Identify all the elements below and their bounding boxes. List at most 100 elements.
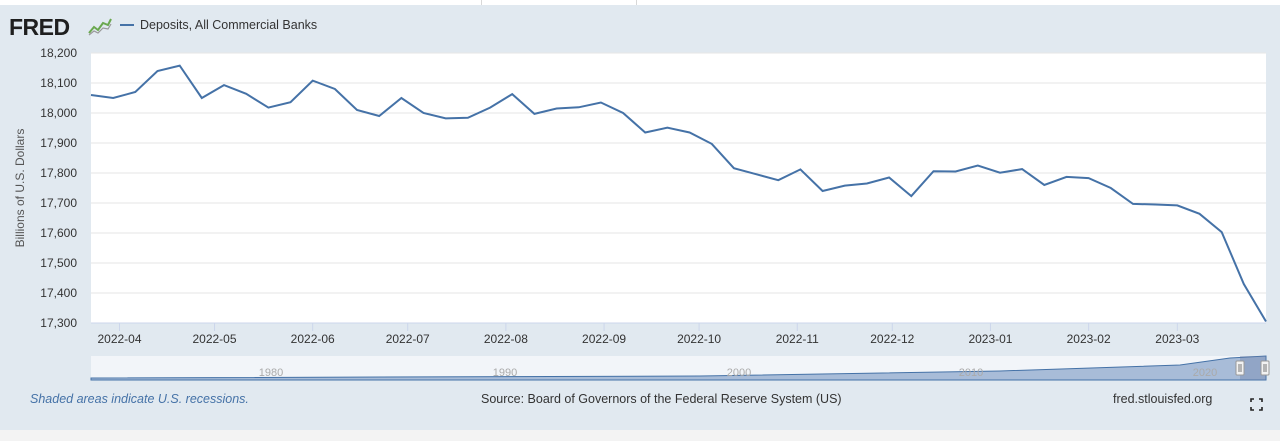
data-point bbox=[378, 115, 381, 118]
data-point bbox=[555, 107, 558, 110]
legend-swatch bbox=[120, 24, 134, 26]
y-tick-label: 17,900 bbox=[40, 136, 77, 150]
x-tick-label: 2022-08 bbox=[484, 332, 528, 346]
data-point bbox=[1265, 320, 1268, 323]
data-point bbox=[356, 109, 359, 112]
data-point bbox=[511, 93, 514, 96]
data-point bbox=[422, 112, 425, 115]
y-tick-label: 17,400 bbox=[40, 286, 77, 300]
series-line[interactable] bbox=[90, 64, 1267, 323]
y-tick-label: 17,300 bbox=[40, 316, 77, 330]
data-point bbox=[777, 179, 780, 182]
x-tick-label: 2022-11 bbox=[776, 332, 819, 346]
y-axis-ticks: 17,300 17,400 17,500 17,600 17,700 17,800 17,9… bbox=[40, 46, 77, 330]
data-point bbox=[1043, 184, 1046, 187]
footer-strip bbox=[0, 430, 1280, 441]
source-text: Source: Board of Governors of the Federa… bbox=[481, 392, 842, 406]
data-point bbox=[466, 116, 469, 119]
data-point bbox=[489, 106, 492, 109]
data-point bbox=[134, 91, 137, 94]
recession-note: Shaded areas indicate U.S. recessions. bbox=[30, 392, 249, 406]
data-point bbox=[1154, 203, 1157, 206]
data-point bbox=[245, 92, 248, 95]
data-point bbox=[644, 131, 647, 134]
data-point bbox=[1220, 231, 1223, 234]
data-point bbox=[954, 170, 957, 173]
data-point bbox=[400, 97, 403, 100]
data-point bbox=[223, 84, 226, 87]
data-point bbox=[333, 88, 336, 91]
data-point bbox=[666, 126, 669, 129]
data-point bbox=[622, 112, 625, 115]
x-tick-label: 2022-07 bbox=[386, 332, 430, 346]
y-tick-label: 17,800 bbox=[40, 166, 77, 180]
expand-icon[interactable] bbox=[1250, 398, 1263, 411]
data-point bbox=[976, 164, 979, 167]
data-point bbox=[289, 101, 292, 104]
data-point bbox=[1131, 202, 1134, 205]
top-divider bbox=[636, 0, 637, 5]
data-point bbox=[533, 112, 536, 115]
navigator-year-label: 2000 bbox=[727, 367, 751, 379]
y-tick-label: 17,700 bbox=[40, 196, 77, 210]
data-point bbox=[1242, 283, 1245, 286]
data-point bbox=[865, 182, 868, 185]
data-point bbox=[1087, 177, 1090, 180]
data-point bbox=[688, 131, 691, 134]
data-point bbox=[1109, 187, 1112, 190]
top-divider bbox=[481, 0, 482, 5]
data-point bbox=[821, 190, 824, 193]
y-axis-title: Billions of U.S. Dollars bbox=[13, 129, 27, 248]
data-point bbox=[799, 168, 802, 171]
data-point bbox=[888, 176, 891, 179]
data-point bbox=[755, 173, 758, 176]
navigator-year-label: 1980 bbox=[259, 367, 283, 379]
data-point bbox=[178, 64, 181, 67]
x-tick-label: 2022-10 bbox=[677, 332, 721, 346]
x-tick-label: 2023-01 bbox=[968, 332, 1012, 346]
top-strip bbox=[0, 0, 1280, 5]
grid-lines bbox=[91, 52, 1266, 324]
data-point bbox=[1198, 212, 1201, 215]
plot-area bbox=[91, 53, 1266, 323]
x-tick-label: 2022-06 bbox=[291, 332, 335, 346]
data-point bbox=[732, 167, 735, 170]
graph-icon bbox=[88, 18, 112, 36]
navigator-handle[interactable] bbox=[1260, 360, 1270, 376]
data-point bbox=[1065, 175, 1068, 178]
navigator-year-label: 2020 bbox=[1193, 367, 1217, 379]
data-point bbox=[200, 97, 203, 100]
x-axis: 2022-04 2022-05 2022-06 2022-07 2022-08 2022-… bbox=[91, 322, 1266, 346]
navigator-year-label: 1990 bbox=[493, 367, 517, 379]
data-point bbox=[843, 184, 846, 187]
data-point bbox=[910, 195, 913, 198]
chart-legend[interactable]: Deposits, All Commercial Banks bbox=[120, 18, 317, 32]
x-tick-label: 2022-09 bbox=[582, 332, 626, 346]
data-point bbox=[444, 117, 447, 120]
data-point bbox=[1176, 204, 1179, 207]
data-point bbox=[156, 70, 159, 73]
x-tick-label: 2023-03 bbox=[1155, 332, 1199, 346]
data-point bbox=[267, 106, 270, 109]
y-tick-label: 17,500 bbox=[40, 256, 77, 270]
data-point bbox=[311, 79, 314, 82]
navigator-year-label: 2010 bbox=[959, 367, 983, 379]
data-point bbox=[90, 94, 93, 97]
legend-label: Deposits, All Commercial Banks bbox=[140, 18, 318, 32]
data-point bbox=[710, 142, 713, 145]
y-tick-label: 18,000 bbox=[40, 106, 77, 120]
range-navigator[interactable]: 1980 1990 2000 2010 2020 bbox=[90, 355, 1270, 381]
navigator-handle[interactable] bbox=[1235, 360, 1245, 376]
site-link[interactable]: fred.stlouisfed.org bbox=[1113, 392, 1213, 406]
data-point bbox=[998, 171, 1001, 174]
y-tick-label: 18,200 bbox=[40, 46, 77, 60]
y-tick-label: 18,100 bbox=[40, 76, 77, 90]
x-tick-label: 2023-02 bbox=[1067, 332, 1111, 346]
x-tick-label: 2022-12 bbox=[870, 332, 914, 346]
x-tick-label: 2022-04 bbox=[97, 332, 141, 346]
data-point bbox=[577, 106, 580, 109]
y-tick-label: 17,600 bbox=[40, 226, 77, 240]
line-chart[interactable]: 17,300 17,400 17,500 17,600 17,700 17,800 17,9… bbox=[0, 0, 1280, 390]
fred-logo[interactable]: FRED bbox=[9, 14, 70, 40]
data-point bbox=[112, 97, 115, 100]
